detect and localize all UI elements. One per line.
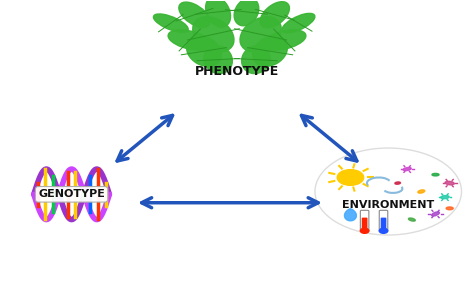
- FancyBboxPatch shape: [381, 218, 386, 230]
- Ellipse shape: [193, 17, 234, 52]
- Ellipse shape: [154, 14, 188, 32]
- Ellipse shape: [234, 0, 259, 26]
- Ellipse shape: [206, 0, 230, 27]
- Ellipse shape: [418, 190, 425, 193]
- Ellipse shape: [432, 173, 439, 176]
- Circle shape: [360, 228, 369, 233]
- Ellipse shape: [409, 218, 415, 221]
- Ellipse shape: [240, 17, 281, 52]
- Text: ENVIRONMENT: ENVIRONMENT: [342, 200, 434, 210]
- Text: PHENOTYPE: PHENOTYPE: [195, 65, 279, 78]
- Ellipse shape: [263, 30, 306, 50]
- Ellipse shape: [431, 212, 439, 216]
- Ellipse shape: [187, 36, 221, 66]
- Circle shape: [337, 169, 364, 185]
- FancyBboxPatch shape: [379, 210, 388, 232]
- Ellipse shape: [282, 13, 315, 33]
- Ellipse shape: [179, 2, 210, 27]
- Ellipse shape: [395, 182, 401, 184]
- Ellipse shape: [204, 46, 232, 74]
- Polygon shape: [345, 209, 356, 221]
- Ellipse shape: [253, 36, 287, 66]
- Ellipse shape: [260, 2, 290, 28]
- Ellipse shape: [168, 30, 211, 50]
- Ellipse shape: [403, 168, 411, 171]
- FancyBboxPatch shape: [362, 218, 367, 230]
- Circle shape: [379, 228, 388, 233]
- Ellipse shape: [441, 195, 449, 199]
- Ellipse shape: [445, 181, 454, 185]
- Ellipse shape: [446, 207, 453, 210]
- Ellipse shape: [242, 46, 270, 74]
- FancyBboxPatch shape: [360, 210, 369, 232]
- Text: GENOTYPE: GENOTYPE: [38, 189, 105, 199]
